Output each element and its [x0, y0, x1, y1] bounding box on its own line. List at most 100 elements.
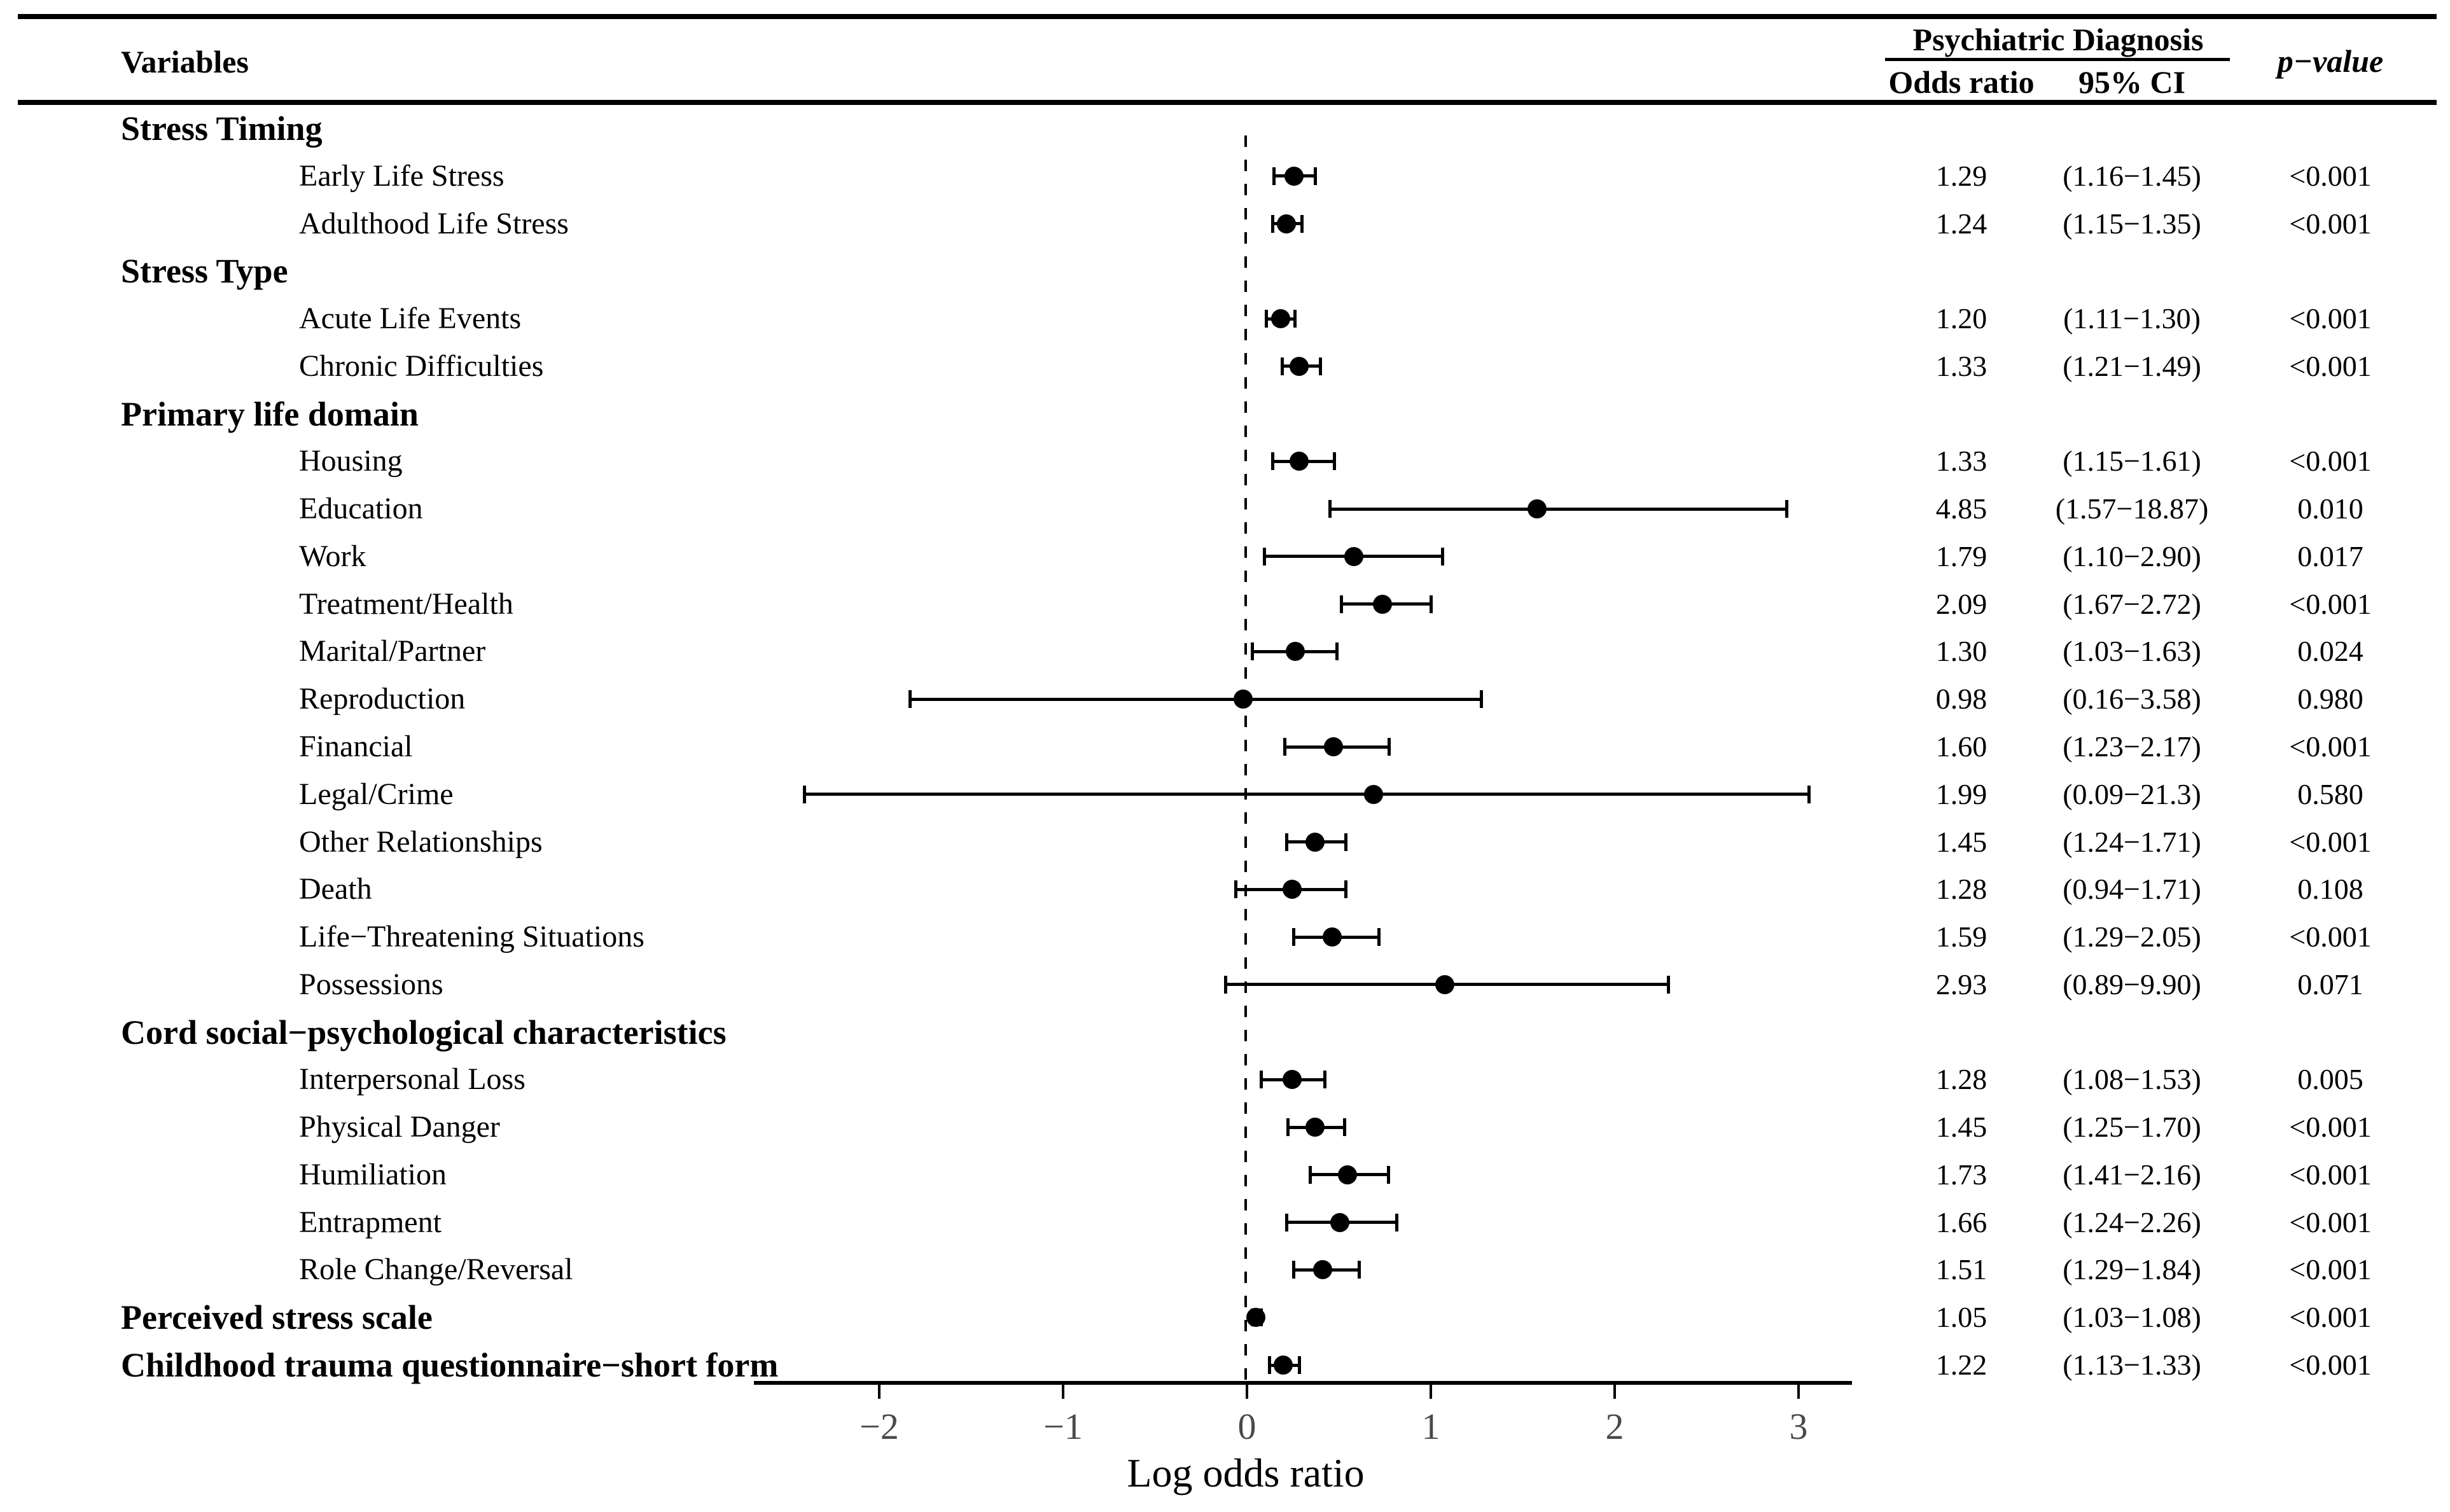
ci-cap-left: [1264, 310, 1268, 328]
ci-cap-left: [1286, 1118, 1290, 1137]
or-marker: [1323, 737, 1343, 756]
or-marker: [1270, 309, 1290, 329]
row-label: Treatment/Health: [299, 586, 513, 621]
odds-ratio-value: 1.33: [1935, 445, 1987, 478]
or-marker: [1528, 499, 1547, 519]
odds-ratio-value: 1.45: [1935, 825, 1987, 858]
ci-value: (1.11−1.30): [2063, 302, 2201, 335]
ci-value: (0.94−1.71): [2063, 873, 2201, 906]
ci-value: (1.23−2.17): [2063, 730, 2201, 763]
ci-cap-left: [1259, 1071, 1263, 1089]
ci-cap-left: [1270, 452, 1274, 471]
ci-cap-left: [1234, 880, 1237, 899]
ci-cap-left: [1263, 547, 1267, 565]
p-value: 0.017: [2297, 539, 2363, 572]
or-marker: [1305, 832, 1325, 852]
ci-cap-right: [1807, 785, 1811, 803]
x-tick-label: 3: [1789, 1406, 1808, 1447]
odds-ratio-value: 1.79: [1935, 539, 1987, 572]
ci-value: (1.03−1.63): [2063, 635, 2201, 668]
odds-ratio-value: 4.85: [1935, 492, 1987, 525]
odds-ratio-value: 1.29: [1935, 159, 1987, 192]
psychiatric-diagnosis-header: Psychiatric Diagnosis: [1912, 22, 2204, 57]
ci-cap-left: [1308, 1165, 1312, 1184]
ci-cap-right: [1333, 452, 1337, 471]
row-label: Reproduction: [299, 682, 466, 716]
p-value: 0.108: [2297, 873, 2363, 906]
ci-cap-left: [1339, 595, 1343, 613]
ci-value: (1.15−1.61): [2063, 445, 2201, 478]
ci-cap-right: [1667, 975, 1671, 994]
or-marker: [1338, 1165, 1358, 1184]
p-value: <0.001: [2289, 1253, 2372, 1286]
ci-cap-right: [1323, 1071, 1327, 1089]
ci-cap-right: [1335, 642, 1339, 661]
or-marker: [1363, 784, 1383, 804]
odds-ratio-value: 0.98: [1935, 683, 1987, 716]
ci-cap-right: [1388, 738, 1391, 756]
row-label: Marital/Partner: [299, 634, 486, 669]
ci-whisker: [1330, 507, 1787, 511]
p-value-column-header: p−value: [2277, 43, 2384, 79]
ci-cap-left: [1272, 167, 1276, 185]
ci-cap-left: [1284, 1213, 1288, 1231]
odds-ratio-value: 1.99: [1935, 777, 1987, 810]
p-value: <0.001: [2289, 825, 2372, 858]
or-marker: [1290, 356, 1309, 376]
ci-value: (1.24−2.26): [2063, 1205, 2201, 1238]
row-label: Perceived stress scale: [121, 1298, 433, 1337]
x-tick: [1430, 1385, 1432, 1399]
row-label: Early Life Stress: [299, 158, 505, 193]
ci-cap-right: [1377, 928, 1381, 947]
x-tick: [878, 1385, 880, 1399]
row-label: Legal/Crime: [299, 777, 454, 811]
odds-ratio-value: 1.73: [1935, 1158, 1987, 1191]
p-value: <0.001: [2289, 1349, 2372, 1382]
x-axis-line: [754, 1381, 1852, 1385]
ci-cap-right: [1342, 1118, 1346, 1137]
x-tick-label: 0: [1237, 1406, 1256, 1447]
or-marker: [1246, 1308, 1266, 1328]
ci-value: (0.09−21.3): [2063, 777, 2201, 810]
p-value: 0.005: [2297, 1063, 2363, 1096]
ci-cap-left: [1283, 738, 1287, 756]
ci-value: (1.29−1.84): [2063, 1253, 2201, 1286]
ci-cap-right: [1300, 214, 1304, 233]
ci-value: (1.41−2.16): [2063, 1158, 2201, 1191]
row-label: Entrapment: [299, 1205, 442, 1239]
ci-cap-left: [1280, 357, 1284, 375]
p-value: <0.001: [2289, 1111, 2372, 1144]
x-tick: [1246, 1385, 1248, 1399]
row-label: Stress Type: [121, 252, 288, 291]
row-label: Financial: [299, 730, 413, 763]
odds-ratio-value: 1.20: [1935, 302, 1987, 335]
or-marker: [1234, 690, 1253, 709]
ci-value: (1.10−2.90): [2063, 539, 2201, 572]
or-marker: [1284, 166, 1304, 186]
or-marker: [1277, 214, 1297, 233]
p-value: <0.001: [2289, 445, 2372, 478]
p-value: 0.010: [2297, 492, 2363, 525]
ci-cap-left: [1223, 975, 1227, 994]
x-tick-label: 2: [1605, 1406, 1624, 1447]
or-marker: [1435, 974, 1454, 994]
ci-column-header: 95% CI: [2078, 64, 2186, 100]
odds-ratio-value: 1.60: [1935, 730, 1987, 763]
row-label: Role Change/Reversal: [299, 1252, 573, 1287]
odds-ratio-value: 1.28: [1935, 873, 1987, 906]
ci-cap-left: [1270, 214, 1274, 233]
x-tick-label: −1: [1043, 1406, 1083, 1447]
p-value: 0.071: [2297, 968, 2363, 1001]
ci-cap-right: [1344, 833, 1347, 851]
row-label: Childhood trauma questionnaire−short for…: [121, 1346, 779, 1385]
ci-whisker: [804, 793, 1809, 796]
odds-ratio-value: 1.51: [1935, 1253, 1987, 1286]
p-value: <0.001: [2289, 349, 2372, 382]
p-value: <0.001: [2289, 1301, 2372, 1334]
p-value: <0.001: [2289, 920, 2372, 954]
ci-value: (1.25−1.70): [2063, 1111, 2201, 1144]
psychiatric-diagnosis-underline: [1885, 58, 2230, 61]
row-label: Primary life domain: [121, 394, 419, 433]
row-label: Physical Danger: [299, 1110, 500, 1144]
